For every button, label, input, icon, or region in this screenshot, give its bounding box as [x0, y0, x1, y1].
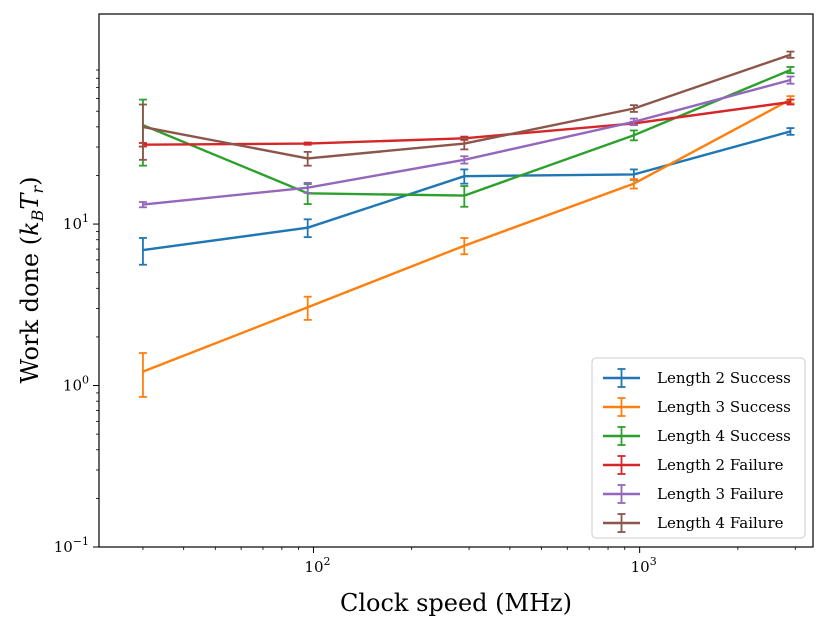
series-5 — [138, 75, 795, 209]
series-layer — [138, 50, 795, 398]
legend-entry: Length 4 Success — [603, 426, 791, 446]
y-axis-title-k-sub: B — [28, 209, 47, 222]
x-tick-label-base: 10 — [304, 558, 323, 576]
x-axis: 102 103 — [142, 547, 796, 576]
legend-label: Length 4 Failure — [657, 514, 784, 532]
x-axis-title: Clock speed (MHz) — [340, 589, 572, 617]
legend-entry: Length 2 Success — [603, 368, 791, 388]
y-axis-title-close: ) — [16, 177, 44, 186]
y-tick-label: 101 — [63, 212, 89, 233]
y-tick-label-base: 10 — [54, 538, 73, 556]
legend-entries: Length 2 Success Length 3 Success Length 4… — [603, 368, 791, 533]
legend-entry: Length 4 Failure — [603, 513, 784, 533]
series-2 — [138, 95, 795, 398]
x-tick-label-base: 10 — [631, 558, 650, 576]
y-axis-title: Work done (kBTr) — [16, 177, 47, 384]
x-tick-label-exponent: 3 — [650, 555, 657, 568]
y-tick-label-exponent: −1 — [73, 535, 89, 548]
legend-label: Length 2 Failure — [657, 456, 784, 474]
y-tick-label-exponent: 1 — [82, 212, 89, 225]
x-tick-label: 102 — [304, 555, 330, 576]
y-axis-title-main: Work done ( — [16, 236, 44, 384]
legend-entry: Length 2 Failure — [603, 455, 784, 475]
legend: Length 2 Success Length 3 Success Length 4… — [591, 357, 806, 539]
y-tick-label-base: 10 — [63, 377, 82, 395]
legend-label: Length 3 Success — [657, 398, 791, 416]
legend-box — [591, 357, 806, 539]
x-tick-label: 103 — [631, 555, 657, 576]
x-tick-label-exponent: 2 — [324, 555, 331, 568]
y-tick-label-base: 10 — [63, 215, 82, 233]
legend-entry: Length 3 Failure — [603, 484, 784, 504]
y-axis-title-k: k — [16, 221, 44, 236]
y-tick-label: 10−1 — [54, 535, 89, 556]
y-tick-label: 100 — [63, 374, 89, 395]
legend-label: Length 4 Success — [657, 427, 791, 445]
y-axis-title-t: T — [16, 192, 44, 210]
y-tick-label-exponent: 0 — [82, 374, 89, 387]
plot-frame — [98, 13, 814, 548]
legend-label: Length 3 Failure — [657, 485, 784, 503]
series-6 — [138, 50, 795, 167]
legend-entry: Length 3 Success — [603, 397, 791, 417]
legend-label: Length 2 Success — [657, 369, 791, 387]
y-axis-title-t-sub: r — [28, 185, 47, 194]
series-1 — [138, 127, 795, 266]
